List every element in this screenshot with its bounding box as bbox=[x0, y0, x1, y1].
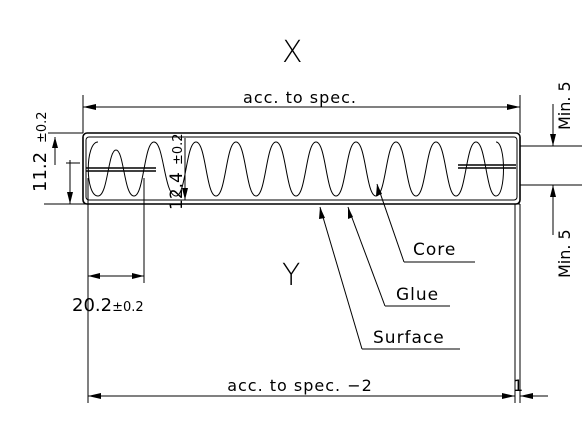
core-height-main: 12.4 bbox=[167, 172, 187, 210]
reduced-width-label: acc. to spec. −2 bbox=[227, 376, 373, 395]
core-height-tolerance: ±0.2 bbox=[171, 133, 186, 165]
thickness-main-tolerance: ±0.2 bbox=[35, 111, 50, 143]
callout-leaders bbox=[319, 183, 475, 350]
side-y-label: Y bbox=[282, 258, 300, 293]
spacing-tolerance: ±0.2 bbox=[112, 300, 144, 315]
spacing-main: 20.2 bbox=[72, 295, 112, 316]
core-wave bbox=[87, 141, 504, 197]
thickness-tolerance: ±0.2 bbox=[35, 111, 50, 143]
thickness-dimension bbox=[44, 132, 83, 205]
min-bottom-label: Min. 5 bbox=[555, 229, 574, 278]
glue-label: Glue bbox=[396, 285, 439, 305]
surface-label: Surface bbox=[373, 328, 445, 348]
thickness-value: 11.2 bbox=[30, 152, 51, 192]
panel-joints bbox=[83, 164, 520, 205]
reduction-label: 1 bbox=[513, 376, 523, 395]
min-dimensions bbox=[520, 104, 582, 235]
core-label: Core bbox=[413, 240, 456, 260]
core-height-dimension bbox=[182, 138, 188, 200]
spacing-value: 20.2±0.2 bbox=[72, 295, 144, 316]
core-height-value: 12.4 bbox=[167, 172, 187, 210]
overall-width-dimension bbox=[82, 95, 521, 133]
min-top-label: Min. 5 bbox=[555, 81, 574, 130]
reduced-width-dimension bbox=[87, 204, 548, 403]
side-x-label: X bbox=[282, 35, 303, 70]
thickness-main-value: 11.2 bbox=[30, 152, 51, 192]
spacing-dimension bbox=[87, 178, 145, 283]
overall-width-label: acc. to spec. bbox=[243, 88, 357, 107]
core-height-tol: ±0.2 bbox=[171, 133, 186, 165]
